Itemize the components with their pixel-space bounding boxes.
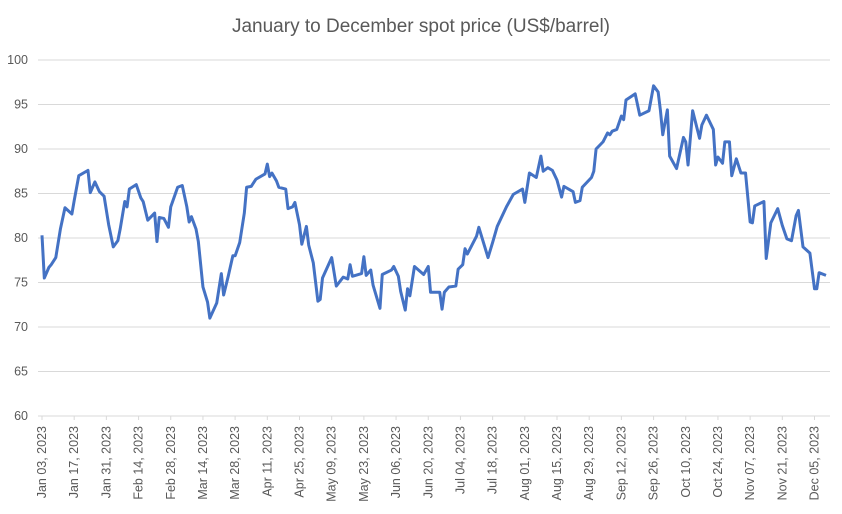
x-tick-label: Feb 14, 2023: [132, 426, 146, 500]
y-tick-label: 90: [14, 142, 28, 156]
chart-title: January to December spot price (US$/barr…: [232, 16, 610, 37]
x-tick-label: Aug 15, 2023: [550, 426, 564, 500]
x-tick-label: Nov 07, 2023: [743, 426, 757, 500]
x-tick-label: Dec 05, 2023: [808, 426, 822, 500]
x-tick-label: Jan 31, 2023: [99, 426, 113, 498]
y-tick-label: 85: [14, 187, 28, 201]
y-tick-label: 70: [14, 320, 28, 334]
x-tick-label: Nov 21, 2023: [775, 426, 789, 500]
y-tick-label: 65: [14, 365, 28, 379]
x-tick-label: Aug 01, 2023: [518, 426, 532, 500]
x-tick-label: Aug 29, 2023: [582, 426, 596, 500]
x-tick-label: Jan 03, 2023: [35, 426, 49, 498]
x-tick-label: Jan 17, 2023: [67, 426, 81, 498]
x-tick-label: Mar 14, 2023: [196, 426, 210, 500]
x-tick-label: May 09, 2023: [325, 426, 339, 502]
y-tick-label: 100: [7, 53, 28, 67]
x-tick-label: Mar 28, 2023: [228, 426, 242, 500]
y-tick-label: 95: [14, 98, 28, 112]
y-tick-label: 75: [14, 276, 28, 290]
x-tick-label: Oct 24, 2023: [711, 426, 725, 498]
x-tick-label: Sep 12, 2023: [614, 426, 628, 500]
x-tick-label: Jul 04, 2023: [453, 426, 467, 494]
price-line: [40, 84, 827, 320]
y-tick-label: 80: [14, 231, 28, 245]
x-tick-label: Jun 20, 2023: [421, 426, 435, 498]
x-tick-label: Feb 28, 2023: [164, 426, 178, 500]
x-tick-label: Oct 10, 2023: [679, 426, 693, 498]
x-tick-label: Sep 26, 2023: [647, 426, 661, 500]
y-tick-label: 60: [14, 409, 28, 423]
x-tick-label: May 23, 2023: [357, 426, 371, 502]
x-tick-label: Apr 11, 2023: [260, 426, 274, 497]
x-tick-label: Jul 18, 2023: [486, 426, 500, 494]
x-tick-label: Jun 06, 2023: [389, 426, 403, 498]
x-tick-label: Apr 25, 2023: [293, 426, 307, 498]
